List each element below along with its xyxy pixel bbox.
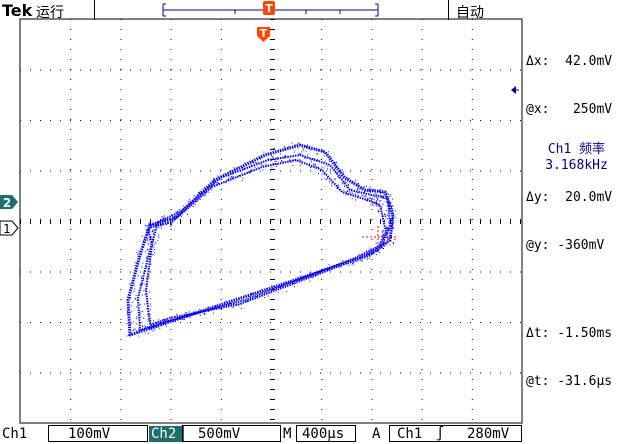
svg-text:2: 2 [3, 196, 11, 210]
timebase-value: 400μs [302, 426, 345, 442]
timebase-label: M [283, 426, 292, 442]
cursor-readouts: Δx: 42.0mV @x: 250mV Δy: 20.0mV @y: -360… [526, 22, 627, 422]
ch1-label[interactable]: Ch1 [2, 426, 28, 442]
ch1-marker[interactable]: 1 [0, 220, 19, 236]
trace-loop [145, 159, 387, 326]
trigger-source: Ch1 [397, 426, 423, 442]
grid-dot-path [20, 19, 521, 420]
top-status-bar: Tek 运行 自动 [0, 0, 627, 22]
ch2-scale-box[interactable] [182, 425, 281, 442]
frequency-measurement: Ch1 频率 3.168kHz [526, 142, 627, 174]
divider [94, 0, 95, 20]
cursor-delta-x: Δx: 42.0mV [526, 54, 613, 69]
trigger-level: 280mV [467, 426, 510, 442]
brand-logo: Tek [2, 1, 33, 20]
bottom-status-bar: Ch1 100mV Ch2 500mV M 400μs A Ch1 ∫ 280m… [0, 424, 627, 444]
cursor-at-t: @t: -31.6μs [526, 374, 613, 389]
trace-noise [126, 142, 397, 337]
cursor-delta-t: Δt: -1.50ms [526, 326, 613, 341]
trigger-label: A [372, 426, 381, 442]
grid-dots [20, 19, 521, 420]
cursor-at-y: @y: -360mV [526, 238, 605, 253]
trace-loop [137, 154, 391, 331]
cursor-at-x: @x: 250mV [526, 102, 613, 117]
cursor-delta-y: Δy: 20.0mV [526, 190, 613, 205]
ch2-marker[interactable]: 2 [0, 195, 18, 210]
trigger-time-marker[interactable]: T [257, 27, 270, 42]
timebase-box[interactable] [296, 425, 356, 442]
trigger-position-marker[interactable]: T [263, 1, 275, 15]
trigger-slope-icon: ∫ [436, 426, 445, 442]
cursor-y-arrow[interactable] [511, 86, 519, 94]
acquisition-state: 运行 [36, 5, 64, 21]
svg-text:T: T [260, 27, 268, 40]
xy-trace [126, 142, 397, 337]
trigger-mode: 自动 [456, 5, 484, 21]
ch2-scale: 500mV [198, 426, 241, 442]
ch2-label[interactable]: Ch2 [149, 426, 184, 442]
svg-text:T: T [265, 2, 273, 15]
measurement-value: 3.168kHz [545, 158, 608, 173]
trigger-box[interactable] [389, 425, 522, 442]
divider [448, 0, 449, 20]
svg-text:1: 1 [3, 222, 11, 236]
trace-loop [126, 143, 395, 337]
cursor-crosshair [362, 226, 396, 248]
ch1-scale: 100mV [68, 426, 111, 442]
ch1-scale-box[interactable] [48, 425, 148, 442]
measurement-label: Ch1 频率 [547, 142, 606, 157]
